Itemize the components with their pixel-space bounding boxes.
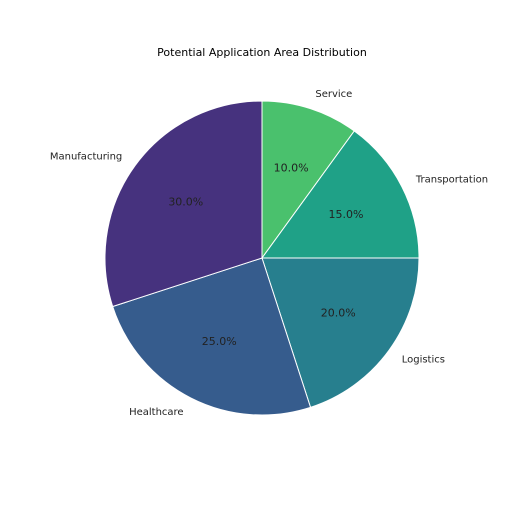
pct-label-service: 10.0% [274, 161, 309, 174]
pie-slice-transportation [261, 130, 420, 259]
pie-slice-service [261, 100, 355, 260]
slice-label-logistics: Logistics [402, 355, 445, 366]
slice-label-manufacturing: Manufacturing [50, 151, 122, 162]
pct-label-manufacturing: 30.0% [168, 196, 203, 209]
slice-label-healthcare: Healthcare [129, 407, 184, 418]
slice-label-service: Service [315, 89, 352, 100]
pie-slice-healthcare [112, 257, 312, 416]
pct-label-logistics: 20.0% [321, 306, 356, 319]
slice-label-transportation: Transportation [415, 175, 488, 186]
pct-label-transportation: 15.0% [328, 208, 363, 221]
pie-slices [104, 100, 420, 416]
pct-label-healthcare: 25.0% [202, 335, 237, 348]
pie-slice-logistics [261, 257, 420, 408]
pie-slice-manufacturing [104, 100, 263, 308]
pie-labels: Service 10.0% Transportation 15.0% Logistics… [50, 89, 488, 418]
chart-title: Potential Application Area Distribution [157, 46, 367, 59]
